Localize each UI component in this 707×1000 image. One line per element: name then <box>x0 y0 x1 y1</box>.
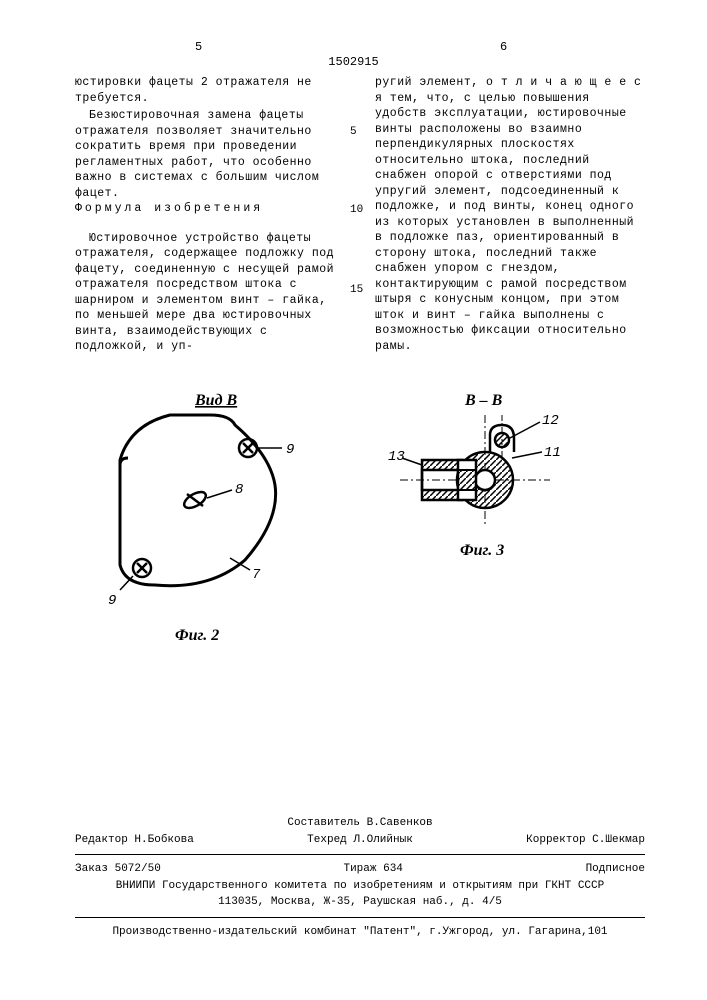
svg-text:9: 9 <box>286 442 294 458</box>
fig2-label: Фиг. 2 <box>175 627 219 644</box>
compiler-label: Составитель <box>287 817 360 829</box>
left-p2: Безюстировочная замена фацеты отражателя… <box>75 108 345 201</box>
right-column: ругий элемент, о т л и ч а ю щ е е с я т… <box>375 75 645 354</box>
formula-heading: Формула изобретения <box>75 201 345 217</box>
org: ВНИИПИ Государственного комитета по изоб… <box>75 878 645 895</box>
compiler-name: В.Савенков <box>367 817 433 829</box>
print-run: Тираж 634 <box>343 861 402 878</box>
left-p3: Юстировочное устройство фацеты отражател… <box>75 231 345 355</box>
line-num-5: 5 <box>350 125 357 140</box>
figures-area: Вид В 9 9 8 7 <box>80 380 630 660</box>
vid-b-label: Вид В <box>194 392 238 409</box>
tech-name: Л.Олийнык <box>353 834 412 846</box>
publisher: Производственно-издательский комбинат "П… <box>75 924 645 941</box>
footer: Составитель В.Савенков Редактор Н.Бобков… <box>75 815 645 940</box>
svg-text:9: 9 <box>108 593 116 609</box>
page-number-left: 5 <box>195 40 202 54</box>
svg-text:12: 12 <box>542 413 559 429</box>
right-p1: ругий элемент, о т л и ч а ю щ е е с я т… <box>375 75 645 354</box>
svg-text:8: 8 <box>235 482 243 498</box>
order: Заказ 5072/50 <box>75 861 161 878</box>
editor-name: Н.Бобкова <box>134 834 193 846</box>
corrector-name: С.Шекмар <box>592 834 645 846</box>
left-column: юстировки фацеты 2 отражателя не требует… <box>75 75 345 355</box>
fig3-label: Фиг. 3 <box>460 542 504 559</box>
svg-text:7: 7 <box>252 567 261 583</box>
address: 113035, Москва, Ж-35, Раушская наб., д. … <box>75 894 645 911</box>
left-p1: юстировки фацеты 2 отражателя не требует… <box>75 75 345 106</box>
subscription: Подписное <box>586 861 645 878</box>
page-number-right: 6 <box>500 40 507 54</box>
corrector-label: Корректор <box>526 834 585 846</box>
svg-text:11: 11 <box>544 445 561 461</box>
editor-label: Редактор <box>75 834 128 846</box>
line-num-15: 15 <box>350 283 363 298</box>
bb-label: В – В <box>464 392 503 409</box>
figures-svg: Вид В 9 9 8 7 <box>80 380 630 660</box>
line-num-10: 10 <box>350 203 363 218</box>
document-number: 1502915 <box>328 55 378 69</box>
tech-label: Техред <box>307 834 347 846</box>
svg-text:13: 13 <box>388 449 405 465</box>
